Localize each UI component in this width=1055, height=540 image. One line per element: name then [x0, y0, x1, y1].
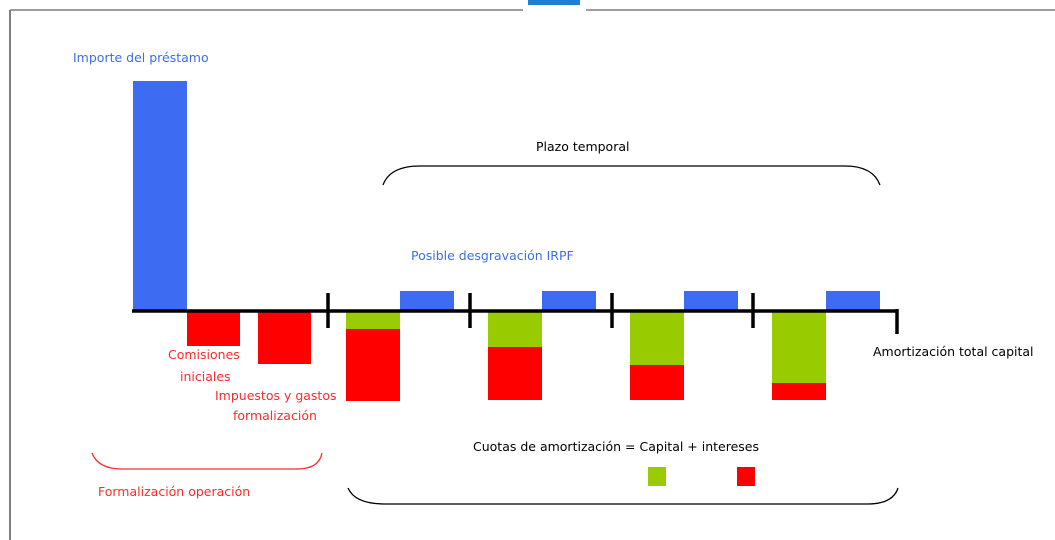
- formalizacion-brace: [91, 452, 323, 470]
- interest-bar-4: [772, 383, 826, 400]
- tax-relief-bar-2: [542, 291, 596, 311]
- loan-amount-bar: [133, 81, 187, 311]
- legend-interest-swatch: [737, 467, 755, 486]
- installments-label: Cuotas de amortización = Capital + inter…: [473, 439, 759, 454]
- loan-amount-label: Importe del préstamo: [73, 50, 209, 65]
- capital-bar-3: [630, 311, 684, 365]
- taxes-label-line1: Impuestos y gastos: [215, 388, 337, 403]
- tax-relief-bar-3: [684, 291, 738, 311]
- commissions-label-line1: Comisiones: [168, 347, 240, 362]
- taxes-label-line2: formalización: [233, 408, 317, 423]
- tax-relief-bar-1: [400, 291, 454, 311]
- interest-bar-2: [488, 347, 542, 400]
- interest-bar-1: [346, 329, 400, 401]
- term-label: Plazo temporal: [536, 139, 629, 154]
- total-amortization-label: Amortización total capital: [873, 344, 1034, 359]
- title-fragment: [528, 0, 580, 5]
- capital-bar-1: [346, 311, 400, 329]
- cuotas-brace: [347, 487, 899, 505]
- tax-relief-label: Posible desgravación IRPF: [411, 248, 574, 263]
- capital-bar-2: [488, 311, 542, 347]
- formalization-label: Formalización operación: [98, 484, 250, 499]
- capital-bar-4: [772, 311, 826, 383]
- plazo-brace: [382, 165, 881, 186]
- taxes-fees-bar: [258, 311, 311, 364]
- interest-bar-3: [630, 365, 684, 400]
- tax-relief-bar-4: [826, 291, 880, 311]
- legend-capital-swatch: [648, 467, 666, 486]
- commissions-label-line2: iniciales: [180, 369, 231, 384]
- commissions-bar: [187, 311, 240, 346]
- bars-group: [133, 81, 880, 401]
